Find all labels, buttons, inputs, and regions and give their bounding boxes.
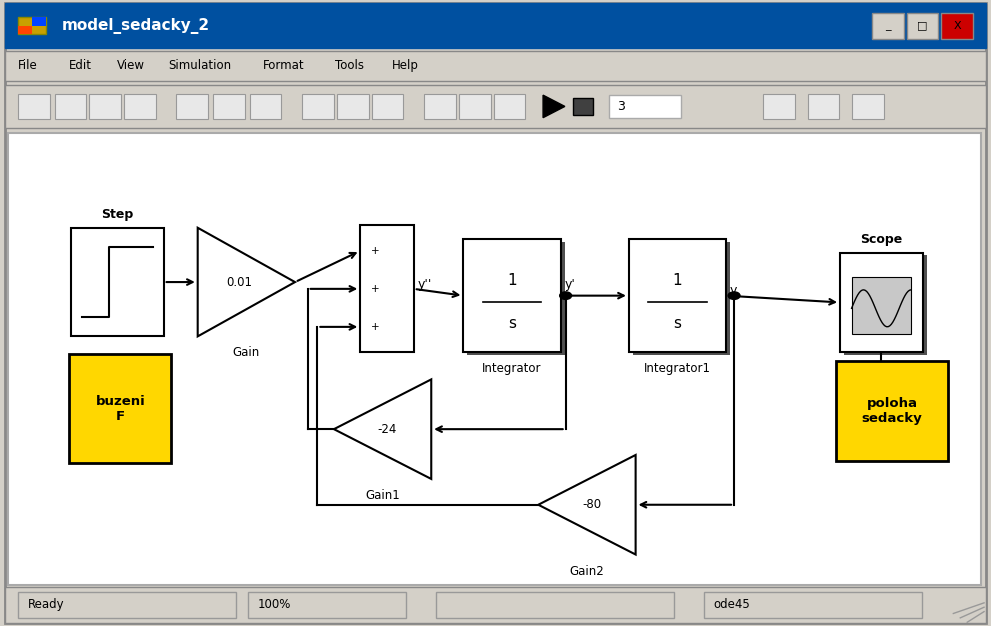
Text: +: +: [371, 284, 380, 294]
Bar: [176, 94, 208, 119]
Bar: [633, 242, 730, 355]
Text: model_sedacky_2: model_sedacky_2: [61, 18, 209, 34]
Text: Gain2: Gain2: [570, 565, 605, 578]
Text: Format: Format: [263, 59, 304, 72]
Bar: [18, 94, 50, 119]
Bar: [5, 587, 986, 623]
Bar: [250, 94, 281, 119]
Bar: [213, 94, 245, 119]
Text: 100%: 100%: [258, 598, 291, 611]
Bar: [840, 253, 923, 352]
Text: Simulation: Simulation: [168, 59, 232, 72]
Bar: [704, 592, 922, 618]
Bar: [69, 354, 171, 463]
Bar: [32, 17, 46, 26]
Text: 3: 3: [617, 100, 625, 113]
Bar: [18, 592, 236, 618]
Text: y'': y'': [417, 277, 432, 290]
Text: buzeni
F: buzeni F: [95, 395, 146, 423]
Text: Tools: Tools: [335, 59, 364, 72]
Text: Step: Step: [101, 208, 134, 222]
Text: _: _: [885, 21, 891, 31]
Bar: [609, 95, 681, 118]
Bar: [851, 277, 911, 334]
Circle shape: [728, 292, 740, 299]
Polygon shape: [543, 95, 565, 118]
Text: X: X: [953, 21, 961, 31]
Bar: [436, 592, 674, 618]
Bar: [372, 94, 403, 119]
Text: y: y: [730, 284, 737, 297]
Bar: [494, 94, 525, 119]
Bar: [844, 255, 927, 355]
Text: Gain: Gain: [233, 346, 260, 359]
Text: Ready: Ready: [28, 598, 64, 611]
Bar: [468, 242, 565, 355]
Bar: [852, 94, 884, 119]
Bar: [248, 592, 406, 618]
Bar: [464, 239, 561, 352]
Text: -24: -24: [378, 423, 397, 436]
Bar: [71, 228, 164, 336]
Bar: [8, 133, 981, 585]
Polygon shape: [538, 455, 635, 555]
Text: s: s: [674, 316, 682, 331]
Bar: [5, 3, 986, 48]
Bar: [424, 94, 456, 119]
Text: -80: -80: [583, 498, 602, 511]
Bar: [836, 361, 948, 461]
Bar: [302, 94, 334, 119]
Bar: [89, 94, 121, 119]
Bar: [808, 94, 839, 119]
Polygon shape: [197, 228, 295, 336]
Bar: [360, 225, 413, 352]
Bar: [573, 98, 593, 115]
Text: 1: 1: [507, 274, 517, 289]
Bar: [872, 13, 904, 39]
Text: 0.01: 0.01: [227, 275, 253, 289]
Text: 1: 1: [673, 274, 682, 289]
Text: Integrator1: Integrator1: [644, 362, 711, 375]
Bar: [459, 94, 491, 119]
Text: File: File: [18, 59, 38, 72]
Bar: [5, 51, 986, 81]
Text: poloha
sedacky: poloha sedacky: [861, 397, 923, 425]
Bar: [907, 13, 938, 39]
Text: ode45: ode45: [714, 598, 750, 611]
Text: y': y': [565, 277, 576, 290]
Text: s: s: [508, 316, 516, 331]
Text: Help: Help: [391, 59, 418, 72]
Bar: [55, 94, 86, 119]
Bar: [18, 17, 46, 34]
Text: Scope: Scope: [860, 233, 903, 247]
Text: Gain1: Gain1: [366, 489, 400, 502]
Bar: [629, 239, 726, 352]
Bar: [941, 13, 973, 39]
Text: □: □: [918, 21, 928, 31]
Text: View: View: [117, 59, 145, 72]
Bar: [124, 94, 156, 119]
Bar: [337, 94, 369, 119]
Bar: [18, 26, 32, 34]
Bar: [763, 94, 795, 119]
Text: +: +: [371, 246, 380, 256]
Circle shape: [560, 292, 572, 299]
Text: Edit: Edit: [69, 59, 92, 72]
Polygon shape: [334, 379, 431, 479]
Text: Integrator: Integrator: [483, 362, 542, 375]
Bar: [5, 85, 986, 128]
Text: +: +: [371, 322, 380, 332]
